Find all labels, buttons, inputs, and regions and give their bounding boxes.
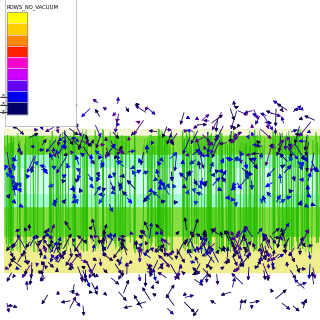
Bar (7, 46, 28, 57)
Bar (4, 168, 320, 193)
Bar (45, 136, 65, 250)
Bar (4, 155, 320, 206)
Text: -3: -3 (0, 102, 5, 107)
Bar (216, 136, 236, 250)
Bar (4, 136, 320, 250)
Bar (171, 136, 192, 250)
Bar (4, 136, 24, 250)
Bar (7, 80, 28, 91)
Bar (298, 136, 318, 250)
Bar (86, 136, 107, 250)
Bar (130, 136, 151, 250)
Bar (7, 12, 28, 23)
Bar (7, 12, 28, 114)
Bar (4, 237, 320, 272)
Bar (257, 136, 277, 250)
Text: -3: -3 (0, 94, 5, 99)
FancyBboxPatch shape (5, 0, 76, 126)
Bar (7, 102, 28, 114)
Text: -3: -3 (0, 110, 5, 115)
Bar (7, 91, 28, 102)
Bar (7, 68, 28, 80)
Bar (7, 23, 28, 35)
Text: ROWS_NO_VACUUM: ROWS_NO_VACUUM (7, 5, 59, 11)
Bar (4, 130, 320, 237)
Bar (7, 57, 28, 68)
Bar (7, 35, 28, 46)
